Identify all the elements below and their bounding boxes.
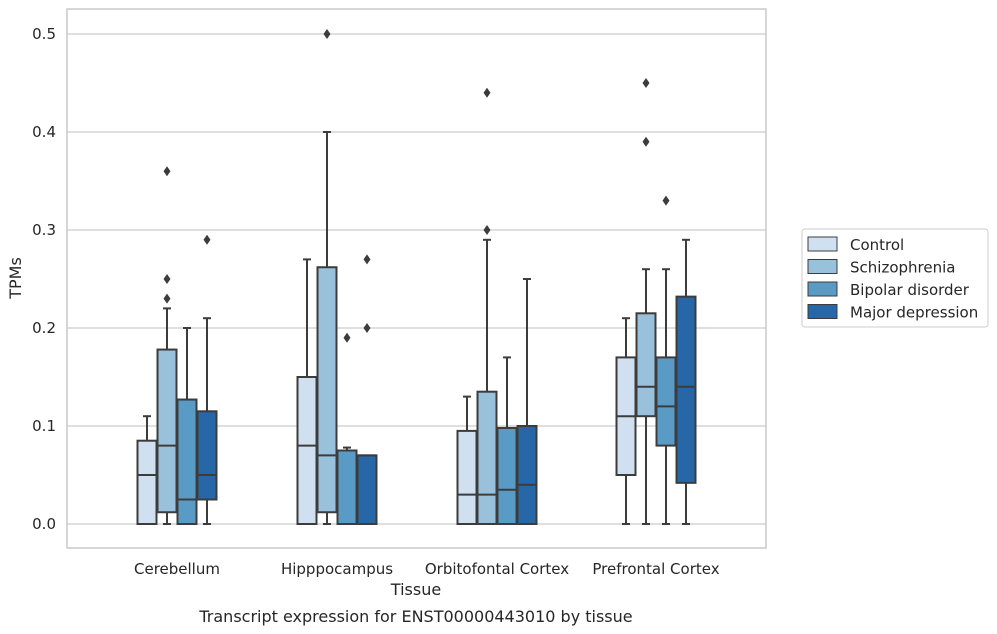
box (456, 429, 478, 525)
box-group (336, 332, 358, 525)
outlier-point (483, 225, 491, 235)
box-group (496, 356, 518, 525)
box-group (655, 195, 677, 525)
chart-caption: Transcript expression for ENST0000044301… (198, 607, 632, 626)
outlier-point (483, 87, 491, 98)
box-layer (136, 29, 697, 526)
plot-frame (66, 8, 767, 549)
box-group (316, 29, 338, 525)
box-group (296, 258, 318, 525)
legend-swatch (807, 259, 838, 274)
box (356, 454, 378, 525)
legend-swatch (807, 236, 838, 252)
y-axis-label: TPMs (6, 257, 25, 300)
box-group (356, 254, 378, 525)
box (196, 410, 218, 501)
box-group (476, 87, 498, 526)
outlier-point (323, 29, 331, 39)
outlier-point (203, 234, 211, 245)
outlier-point (163, 274, 171, 284)
x-tick-label: Prefrontal Cortex (592, 560, 719, 578)
outlier-point (363, 254, 371, 265)
box-group (176, 327, 198, 526)
y-tick-label: 0.2 (32, 319, 56, 337)
box-group (675, 238, 697, 525)
x-tick-labels: Cerebellum Hipppocampus Orbitofontal Corte… (134, 560, 720, 578)
box (156, 348, 178, 514)
box-group (136, 415, 158, 526)
box (336, 449, 358, 525)
legend-label: Bipolar disorder (850, 281, 970, 299)
box (516, 425, 538, 525)
outlier-point (642, 78, 650, 88)
outlier-point (642, 136, 650, 147)
box-group (156, 166, 178, 525)
x-tick-label: Orbitofontal Cortex (425, 560, 569, 578)
x-tick-label: Cerebellum (134, 560, 220, 578)
box-group (456, 395, 478, 525)
legend-frame (801, 228, 989, 328)
outlier-point (363, 323, 371, 333)
legend: Control Schizophrenia Bipolar disorder Majo… (801, 228, 989, 328)
box (675, 295, 697, 484)
outlier-point (662, 195, 670, 206)
y-tick-label: 0.5 (32, 25, 56, 43)
box-group (615, 317, 637, 525)
outlier-point (163, 166, 171, 177)
y-tick-labels: 0.0 0.1 0.2 0.3 0.4 0.5 (32, 25, 56, 533)
outlier-point (343, 332, 351, 343)
box (136, 439, 158, 526)
box-group (196, 234, 218, 525)
legend-label: Major depression (850, 304, 978, 322)
box (635, 312, 657, 418)
box (316, 266, 338, 514)
box (655, 356, 677, 447)
legend-swatch (807, 281, 838, 297)
legend-swatch (807, 304, 838, 319)
box (176, 398, 198, 526)
legend-label: Schizophrenia (850, 259, 955, 277)
box-group (516, 278, 538, 525)
legend-label: Control (850, 236, 904, 254)
y-tick-label: 0.1 (32, 417, 56, 435)
box (496, 426, 518, 525)
x-tick-label: Hipppocampus (281, 560, 393, 578)
x-axis-label: Tissue (390, 580, 441, 599)
box (296, 376, 318, 525)
box (476, 390, 498, 526)
y-tick-label: 0.3 (32, 221, 56, 239)
y-tick-label: 0.4 (32, 123, 56, 141)
box-group (635, 78, 657, 525)
outlier-point (163, 293, 171, 304)
y-tick-label: 0.0 (32, 515, 56, 533)
